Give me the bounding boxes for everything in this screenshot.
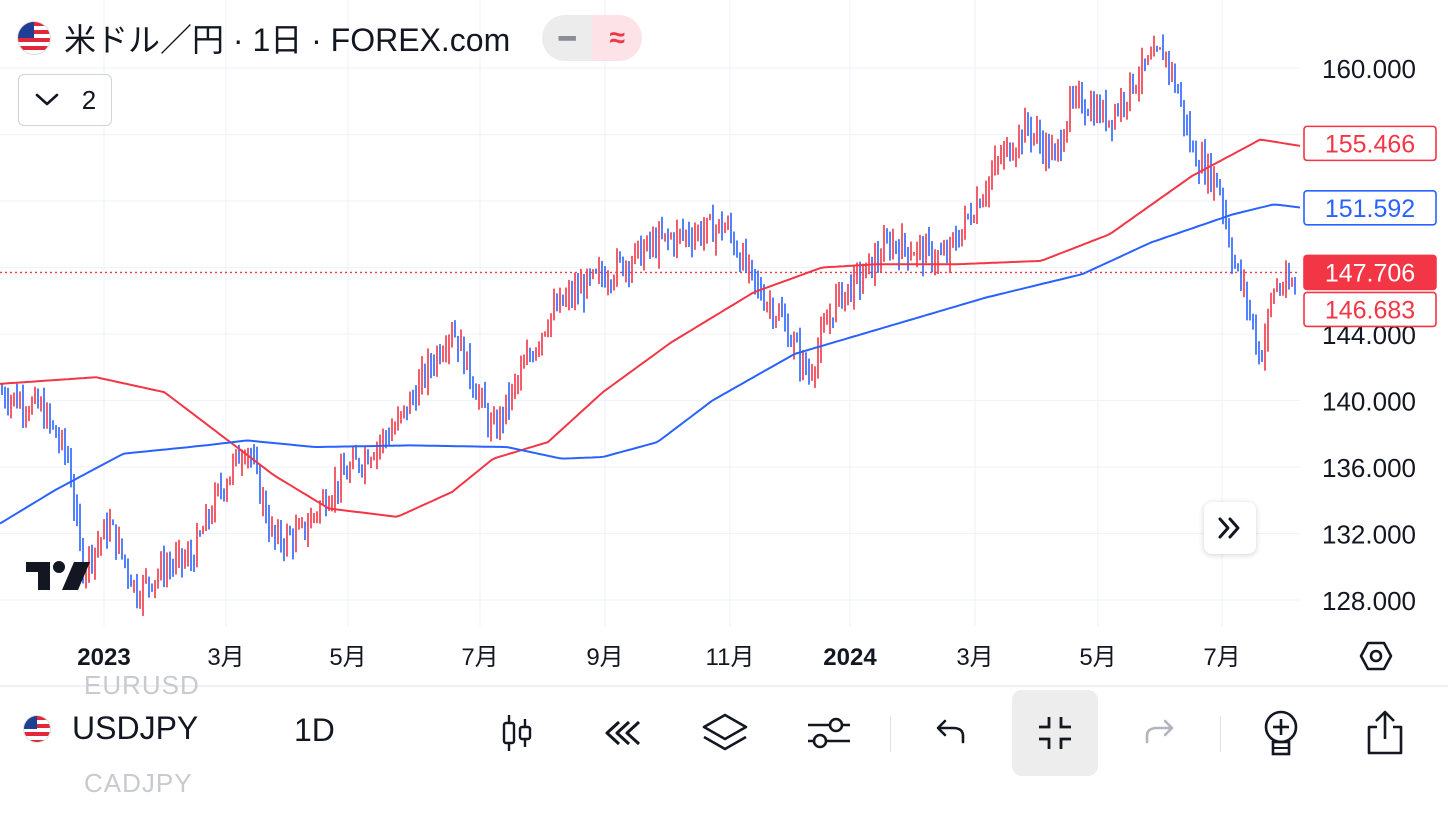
price-tick-label: 132.000 (1322, 520, 1416, 550)
price-label: 147.706 (1303, 254, 1437, 291)
time-tick-label: 2023 (77, 644, 130, 671)
scroll-to-latest-button[interactable] (1204, 502, 1256, 554)
ghost-symbol-above: EURUSD (84, 670, 200, 700)
price-axis-labels: 155.466 151.592 147.706 146.683 (1303, 125, 1437, 328)
undo-button[interactable] (908, 690, 994, 776)
rewind-icon (605, 720, 641, 746)
ghost-symbol-below: CADJPY (84, 768, 193, 798)
fullscreen-exit-button[interactable] (1012, 690, 1098, 776)
chevron-down-icon (35, 93, 59, 106)
candlestick-icon (502, 715, 532, 751)
time-tick-label: 7月 (1203, 644, 1240, 671)
share-icon (1367, 710, 1403, 755)
time-tick-label: 5月 (329, 644, 366, 671)
indicators-collapse-button[interactable]: 2 (18, 74, 112, 126)
time-tick-label: 9月 (586, 644, 623, 671)
add-indicator-icon (1264, 710, 1298, 756)
symbol-name: USDJPY (72, 710, 199, 746)
price-label: 146.683 (1303, 291, 1437, 328)
approx-icon[interactable]: ≈ (592, 15, 643, 61)
minimize-icon (1039, 717, 1071, 749)
price-chart[interactable]: 160.000144.000140.000136.000132.000128.0… (0, 0, 1448, 690)
chart-type-button[interactable] (474, 690, 560, 776)
price-label: 155.466 (1303, 125, 1437, 162)
price-tick-label: 160.000 (1322, 54, 1416, 84)
svg-text:147.706: 147.706 (1325, 259, 1415, 287)
chart-style-toggle[interactable]: ━ ≈ (542, 15, 643, 61)
layers-icon (702, 713, 748, 751)
chart-header: 米ドル／円 · 1日 · FOREX.com ━ ≈ (18, 14, 643, 62)
tradingview-logo[interactable] (24, 558, 92, 599)
price-bars (1, 34, 1296, 616)
toolbar-separator (890, 716, 891, 752)
us-flag-icon (18, 22, 50, 54)
moving-average-blue-line (0, 203, 1301, 525)
time-tick-label: 7月 (461, 644, 498, 671)
double-chevron-right-icon (1218, 517, 1240, 539)
price-tick-label: 128.000 (1322, 586, 1416, 616)
add-indicator-button[interactable] (1238, 690, 1324, 776)
minus-icon[interactable]: ━ (542, 15, 593, 61)
time-tick-label: 2024 (823, 644, 877, 671)
price-tick-label: 136.000 (1322, 453, 1416, 483)
indicator-settings-button[interactable] (786, 690, 872, 776)
share-button[interactable] (1342, 690, 1428, 776)
time-tick-label: 11月 (706, 644, 755, 671)
interval-selector[interactable]: 1D (294, 712, 335, 748)
settings-hexagon-icon (1359, 641, 1393, 671)
time-tick-label: 3月 (207, 644, 244, 671)
undo-icon (936, 719, 965, 744)
us-flag-icon (24, 715, 50, 742)
svg-text:151.592: 151.592 (1325, 195, 1415, 223)
chart-grid (0, 0, 1300, 626)
price-tick-label: 140.000 (1322, 387, 1416, 417)
layers-button[interactable] (682, 690, 768, 776)
time-tick-label: 5月 (1079, 644, 1116, 671)
redo-icon (1145, 719, 1174, 744)
toolbar-separator (1220, 716, 1221, 752)
price-label: 151.592 (1303, 189, 1437, 226)
symbol-title[interactable]: 米ドル／円 · 1日 · FOREX.com (64, 22, 511, 58)
indicator-count: 2 (81, 84, 97, 115)
time-tick-label: 3月 (956, 644, 993, 671)
svg-text:155.466: 155.466 (1325, 130, 1415, 158)
time-axis[interactable]: 2023 3月 5月 7月 9月 11月 2024 3月 5月 7月 (77, 644, 1240, 671)
chart-settings-button[interactable] (1356, 636, 1396, 676)
replay-button[interactable] (578, 690, 664, 776)
sliders-icon (808, 717, 850, 749)
redo-button (1116, 690, 1202, 776)
svg-text:146.683: 146.683 (1325, 296, 1415, 324)
symbol-selector[interactable]: USDJPY (24, 710, 198, 747)
moving-average-red-line (0, 138, 1301, 518)
